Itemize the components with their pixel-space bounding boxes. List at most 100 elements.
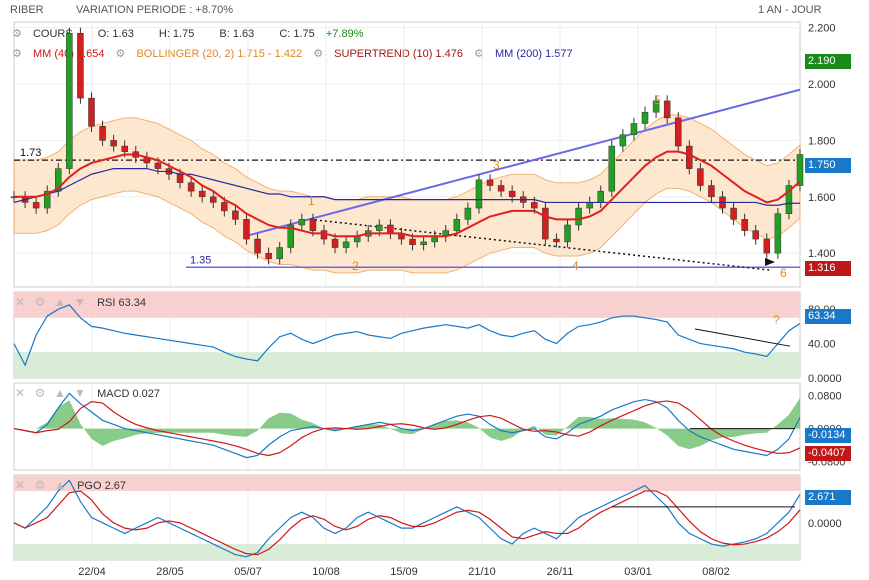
candle-body <box>121 145 128 152</box>
candle-body <box>608 145 616 192</box>
pgo-label: PGO 2.67 <box>77 480 126 492</box>
y-tick-label: 1.600 <box>808 192 836 204</box>
pgo-tick-label: 0.0000 <box>808 518 842 530</box>
x-tick-label: 10/08 <box>312 566 340 578</box>
candle-body <box>210 196 217 203</box>
mm200-line <box>13 167 800 206</box>
trend-line-down <box>309 218 771 271</box>
pgo-badge: 2.671 <box>805 490 851 505</box>
arrow-up-icon[interactable]: ▲ <box>54 295 66 309</box>
candle-body <box>497 185 505 192</box>
candle-body <box>298 219 306 226</box>
wave-label: 4 <box>572 259 579 273</box>
level-135-label: 1.35 <box>190 254 211 266</box>
close-icon[interactable]: ✕ <box>14 295 26 309</box>
candle-body <box>287 224 295 248</box>
gear-icon[interactable]: ⚙ <box>34 295 46 309</box>
wave-label: 3 <box>493 158 500 172</box>
rsi-overbought-zone <box>14 292 800 318</box>
cours-icon[interactable]: ⚙ <box>12 28 22 40</box>
legend-supertrend: SUPERTREND (10) 1.476 <box>334 48 463 60</box>
y-tick-label: 1.800 <box>808 135 836 147</box>
wave-label: 6 <box>780 266 787 280</box>
pgo-oversold-zone <box>14 544 800 560</box>
mm40-icon[interactable]: ⚙ <box>12 48 22 60</box>
candle-body <box>276 247 283 260</box>
x-tick-label: 21/10 <box>468 566 496 578</box>
pgo-header: ✕ ⚙ ▲ PGO 2.67 <box>14 479 126 492</box>
y-tick-label: 2.200 <box>808 23 836 35</box>
period-selector[interactable]: 1 AN - JOUR <box>758 4 822 16</box>
legend-change: +7.89% <box>325 28 364 40</box>
candle-body <box>752 230 759 240</box>
gear-icon[interactable]: ⚙ <box>34 386 46 400</box>
price-legend-1: ⚙ COURS O: 1.63 H: 1.75 B: 1.63 C: 1.75 … <box>12 27 371 40</box>
candle-body <box>77 33 84 99</box>
candle-body <box>531 202 538 209</box>
candle-body <box>674 117 682 147</box>
macd-badge-1: -0.0134 <box>805 428 851 443</box>
arrow-down-icon[interactable]: ▼ <box>74 386 86 400</box>
candle-body <box>741 219 748 231</box>
mm200-icon[interactable]: ⚙ <box>474 48 484 60</box>
candle-body <box>508 190 516 198</box>
bollinger-icon[interactable]: ⚙ <box>115 48 126 60</box>
legend-open: O: 1.63 <box>97 28 134 40</box>
mm40-line <box>14 150 801 238</box>
price-low-badge: 1.316 <box>805 261 851 276</box>
candle-body <box>486 179 494 186</box>
candle-body <box>686 145 693 169</box>
candle-body <box>309 219 317 231</box>
candle-body <box>697 168 704 186</box>
candle-body <box>619 134 627 147</box>
candle-body <box>564 224 571 243</box>
candle-body <box>774 213 782 254</box>
arrow-down-icon[interactable]: ▼ <box>74 295 86 309</box>
supertrend-icon[interactable]: ⚙ <box>313 48 324 60</box>
candle-body <box>154 162 162 169</box>
candle-body <box>730 207 737 220</box>
candle-body <box>586 202 593 209</box>
trend-arrow <box>765 258 775 266</box>
rsi-question-mark: ? <box>773 313 780 327</box>
candle-body <box>32 202 40 209</box>
macd-line <box>13 392 801 459</box>
candle-body <box>663 100 671 119</box>
candle-body <box>265 252 272 260</box>
pgo-overbought-zone <box>14 475 800 491</box>
candle-body <box>187 182 195 192</box>
x-tick-label: 22/04 <box>78 566 106 578</box>
candle-body <box>198 190 206 198</box>
price-current-badge: 1.750 <box>805 158 851 173</box>
rsi-line <box>13 304 801 367</box>
candle-body <box>475 179 483 209</box>
gear-icon[interactable]: ⚙ <box>34 478 46 492</box>
legend-low: B: 1.63 <box>219 28 255 40</box>
candle-body <box>110 140 117 147</box>
candle-body <box>409 238 416 245</box>
x-tick-label: 03/01 <box>624 566 652 578</box>
candle-body <box>331 238 339 248</box>
arrow-up-icon[interactable]: ▲ <box>54 478 66 492</box>
title-bar: RIBER VARIATION PERIODE : +8.70% 1 AN - … <box>0 0 869 20</box>
x-tick-label: 05/07 <box>234 566 262 578</box>
arrow-up-icon[interactable]: ▲ <box>54 386 66 400</box>
pgo-line <box>13 479 801 558</box>
candle-body <box>453 219 461 231</box>
close-icon[interactable]: ✕ <box>14 478 26 492</box>
candle-body <box>796 154 804 186</box>
price-top-badge: 2.190 <box>805 54 851 69</box>
legend-high: H: 1.75 <box>158 28 195 40</box>
candle-body <box>785 185 793 214</box>
candle-body <box>254 238 261 254</box>
candle-body <box>387 224 394 234</box>
x-tick-label: 08/02 <box>702 566 730 578</box>
candle-body <box>464 207 472 220</box>
candle-body <box>99 126 106 141</box>
candle-body <box>708 185 715 198</box>
x-tick-label: 28/05 <box>156 566 184 578</box>
close-icon[interactable]: ✕ <box>14 386 26 400</box>
candle-body <box>630 123 638 136</box>
macd-header: ✕ ⚙ ▲ ▼ MACD 0.027 <box>14 387 160 400</box>
